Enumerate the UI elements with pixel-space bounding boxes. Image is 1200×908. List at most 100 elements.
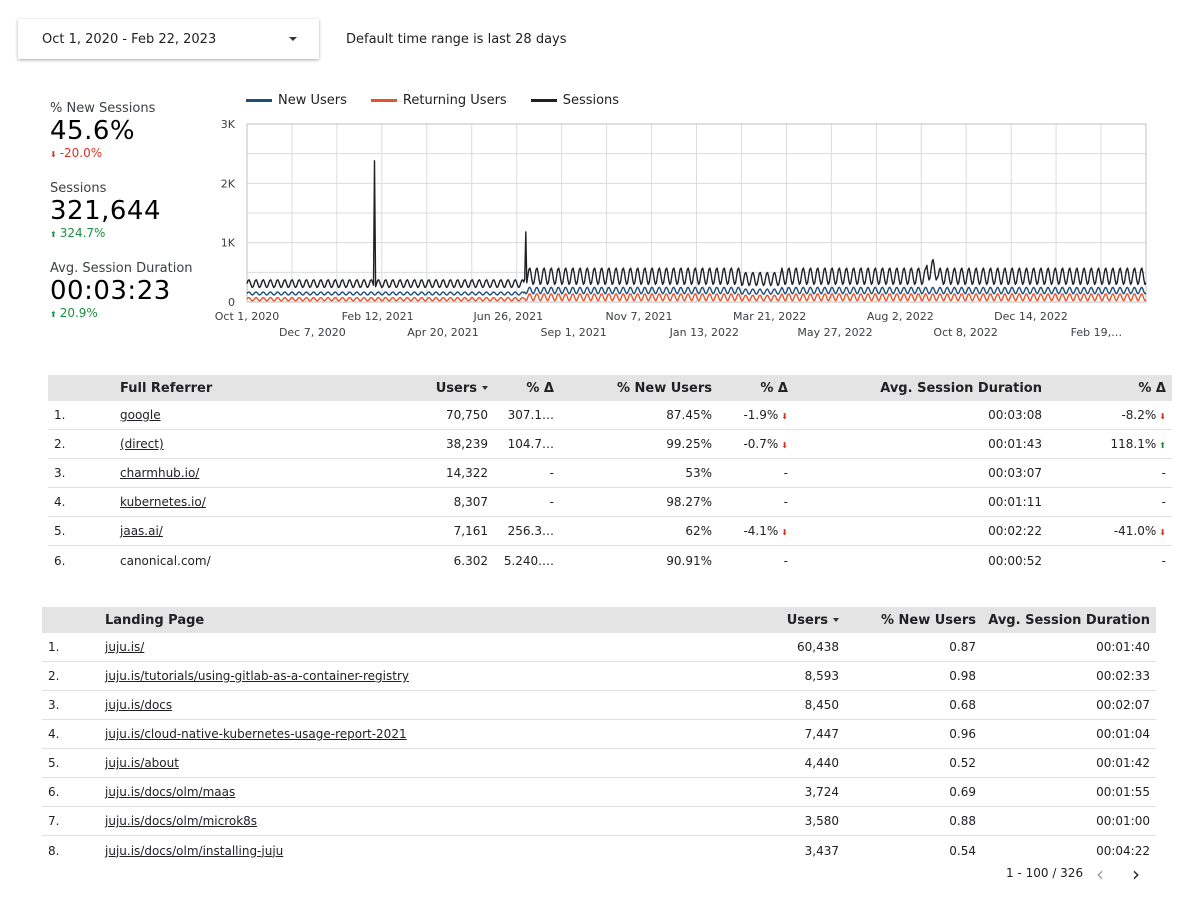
users-value: 4,440 <box>804 756 839 770</box>
table-row[interactable]: 6. canonical.com/6.302 5.240.… 90.91% - 00:00… <box>48 546 1172 575</box>
x-tick-label: Sep 1, 2021 <box>541 326 607 339</box>
legend-label: Sessions <box>562 93 620 108</box>
legend-item-returning-users[interactable]: Returning Users <box>370 93 507 108</box>
arrow-down-icon: ⬇ <box>781 528 788 537</box>
table-row[interactable]: 3. juju.is/docs 8,450 0.68 00:02:07 <box>42 691 1156 720</box>
pagination-label: 1 - 100 / 326 <box>1006 866 1084 880</box>
table-row[interactable]: 3. charmhub.io/14,322 - 53% - 00:03:07 - <box>48 459 1172 488</box>
col-header-avg-duration[interactable]: Avg. Session Duration <box>880 380 1042 396</box>
scorecard-sessions: Sessions 321,644 324.7% <box>50 181 161 240</box>
sessions-line-chart: 0 1K 2K 3K Oct 1, 2020 Feb 12, 2021 Jun 26, 20… <box>215 118 1147 339</box>
referrer-link[interactable]: kubernetes.io/ <box>120 495 206 509</box>
x-tick-label: Jun 26, 2021 <box>473 310 544 323</box>
referrer-link[interactable]: jaas.ai/ <box>120 524 163 538</box>
referrer-link[interactable]: (direct) <box>120 437 164 451</box>
arrow-up-icon: ⬆ <box>1159 441 1166 450</box>
legend-item-sessions[interactable]: Sessions <box>530 93 620 108</box>
users-value: 6.302 <box>453 553 488 568</box>
prev-page-icon[interactable]: ‹ <box>1096 862 1104 886</box>
arrow-up-icon <box>50 226 57 240</box>
referrer-link[interactable]: google <box>120 408 161 422</box>
default-range-note: Default time range is last 28 days <box>346 32 567 47</box>
col-header-full-referrer[interactable]: Full Referrer <box>120 380 213 396</box>
table-header: Landing Page Users % New Users Avg. Sess… <box>42 607 1156 633</box>
arrow-down-icon: ⬇ <box>1159 528 1166 537</box>
table-row[interactable]: 1. google 70,750 307.1… 87.45% -1.9% ⬇ 00:03:08… <box>48 401 1172 430</box>
table-body: 1. google 70,750 307.1… 87.45% -1.9% ⬇ 00:03:08… <box>48 401 1172 575</box>
landing-page-link[interactable]: juju.is/tutorials/using-gitlab-as-a-cont… <box>105 669 410 683</box>
x-tick-label: Dec 7, 2020 <box>279 326 346 339</box>
date-range-picker[interactable]: Oct 1, 2020 - Feb 22, 2023 <box>18 19 319 59</box>
table-row[interactable]: 1. juju.is/60,438 0.87 00:01:40 <box>42 633 1156 662</box>
duration-value: 00:01:42 <box>1096 756 1150 770</box>
landing-page-link[interactable]: juju.is/ <box>105 640 145 654</box>
duration-value: 00:01:43 <box>988 437 1042 451</box>
new-users-value: 0.87 <box>949 640 976 654</box>
users-change: 307.1… <box>507 408 554 422</box>
landing-page-link[interactable]: juju.is/about <box>105 756 179 770</box>
col-header-avg-duration[interactable]: Avg. Session Duration <box>988 612 1150 628</box>
date-range-value: Oct 1, 2020 - Feb 22, 2023 <box>42 31 217 47</box>
users-value: 3,580 <box>804 814 839 828</box>
y-tick-label: 1K <box>221 237 236 250</box>
new-users-change: - <box>783 495 788 509</box>
x-tick-label: Mar 21, 2022 <box>733 310 806 323</box>
new-users-value: 0.68 <box>949 698 976 712</box>
col-header-users[interactable]: Users <box>354 381 494 396</box>
referrer-link[interactable]: charmhub.io/ <box>120 466 200 480</box>
next-page-icon[interactable]: › <box>1132 862 1140 886</box>
x-tick-label: Feb 12, 2021 <box>342 310 414 323</box>
duration-value: 00:01:40 <box>1096 640 1150 654</box>
col-header-new-users[interactable]: % New Users <box>616 380 712 396</box>
col-header-pct-change[interactable]: % Δ <box>1138 380 1166 396</box>
landing-page-link[interactable]: juju.is/docs/olm/microk8s <box>105 814 258 828</box>
duration-value: 00:01:00 <box>1096 814 1150 828</box>
duration-value: 00:02:22 <box>988 524 1042 538</box>
referrer-text: canonical.com/ <box>120 553 211 568</box>
landing-page-table: Landing Page Users % New Users Avg. Sess… <box>42 607 1156 865</box>
col-header-landing-page[interactable]: Landing Page <box>105 612 205 628</box>
row-number: 8. <box>48 843 60 858</box>
row-number: 2. <box>48 669 60 683</box>
col-header-new-users[interactable]: % New Users <box>880 612 976 628</box>
col-header-users[interactable]: Users <box>699 613 845 628</box>
row-number: 4. <box>48 727 60 741</box>
table-row[interactable]: 8. juju.is/docs/olm/installing-juju 3,437 0… <box>42 836 1156 865</box>
table-row[interactable]: 5. jaas.ai/7,161 256.3… 62% -4.1% ⬇ 00:02:22 -4… <box>48 517 1172 546</box>
row-number: 5. <box>54 524 66 538</box>
table-row[interactable]: 7. juju.is/docs/olm/microk8s 3,580 0.88 00:0… <box>42 807 1156 836</box>
sort-desc-icon <box>482 386 488 390</box>
users-value: 60,438 <box>797 640 839 654</box>
scorecard-label: Sessions <box>50 181 107 196</box>
new-users-value: 62% <box>685 524 712 538</box>
x-tick-label: Oct 8, 2022 <box>933 326 998 339</box>
row-number: 5. <box>48 756 60 770</box>
legend-swatch <box>370 99 397 102</box>
duration-change: - <box>1161 553 1166 568</box>
table-row[interactable]: 2. juju.is/tutorials/using-gitlab-as-a-co… <box>42 662 1156 691</box>
arrow-down-icon <box>50 146 57 160</box>
table-row[interactable]: 6. juju.is/docs/olm/maas 3,724 0.69 00:01:55 <box>42 778 1156 807</box>
legend-item-new-users[interactable]: New Users <box>246 93 347 108</box>
legend-label: Returning Users <box>402 93 507 108</box>
landing-page-link[interactable]: juju.is/cloud-native-kubernetes-usage-re… <box>105 727 407 741</box>
legend-swatch <box>246 99 272 102</box>
col-header-pct-change[interactable]: % Δ <box>760 380 788 396</box>
table-body: 1. juju.is/60,438 0.87 00:01:40 2. juju.is/tu… <box>42 633 1156 865</box>
table-row[interactable]: 4. juju.is/cloud-native-kubernetes-usage-… <box>42 720 1156 749</box>
table-row[interactable]: 4. kubernetes.io/8,307 - 98.27% - 00:01:11 - <box>48 488 1172 517</box>
users-value: 38,239 <box>446 437 488 451</box>
x-tick-label: Dec 14, 2022 <box>994 310 1068 323</box>
y-tick-label: 2K <box>221 177 236 190</box>
series-line-sessions <box>246 160 1147 289</box>
users-value: 70,750 <box>446 408 488 422</box>
col-header-pct-change[interactable]: % Δ <box>526 380 554 396</box>
table-row[interactable]: 2. (direct) 38,239 104.7… 99.25% -0.7% ⬇ 00:01:… <box>48 430 1172 459</box>
new-users-value: 0.96 <box>949 727 976 741</box>
landing-page-link[interactable]: juju.is/docs/olm/maas <box>105 785 236 799</box>
landing-page-link[interactable]: juju.is/docs <box>105 698 173 712</box>
landing-page-link[interactable]: juju.is/docs/olm/installing-juju <box>105 843 284 858</box>
table-row[interactable]: 5. juju.is/about 4,440 0.52 00:01:42 <box>42 749 1156 778</box>
new-users-change: -0.7% <box>743 437 779 451</box>
scorecard-new-sessions: % New Sessions 45.6% -20.0% <box>50 101 155 160</box>
